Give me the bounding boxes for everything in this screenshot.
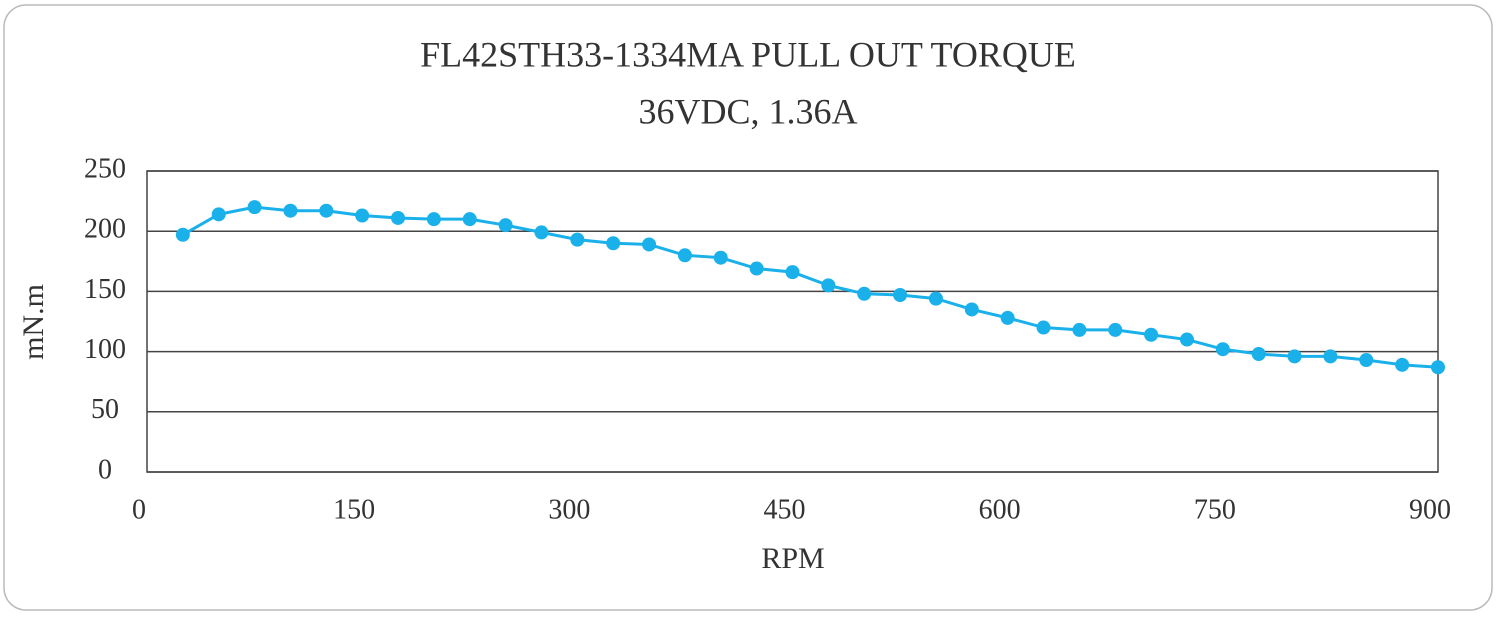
data-point [391, 210, 406, 225]
data-point [785, 265, 800, 280]
data-point [964, 302, 979, 317]
data-point [1215, 342, 1230, 357]
chart-title: FL42STH33-1334MA PULL OUT TORQUE [420, 34, 1076, 74]
x-tick-label: 150 [333, 494, 375, 525]
data-point [1036, 320, 1051, 335]
data-point [1323, 349, 1338, 364]
x-tick-label: 750 [1194, 494, 1236, 525]
data-point [283, 203, 298, 218]
data-point [713, 250, 728, 265]
data-point [893, 288, 908, 303]
data-point [1287, 349, 1302, 364]
chart-frame [3, 4, 1493, 611]
y-tick-label: 200 [84, 214, 126, 245]
x-axis-label: RPM [761, 542, 824, 575]
data-point [462, 212, 477, 227]
y-tick-label: 250 [84, 153, 126, 184]
data-point [642, 237, 657, 252]
data-point [175, 227, 190, 242]
data-point [211, 207, 226, 222]
y-tick-label: 50 [91, 394, 119, 425]
data-point [821, 278, 836, 293]
y-tick-label: 100 [84, 334, 126, 365]
data-point [1072, 322, 1087, 337]
data-point [1000, 310, 1015, 325]
y-tick-label: 150 [84, 274, 126, 305]
data-point [857, 286, 872, 301]
x-tick-label: 450 [764, 494, 806, 525]
data-point [606, 236, 621, 251]
data-point [1359, 353, 1374, 368]
data-point [1431, 360, 1445, 375]
data-point [1108, 322, 1123, 337]
x-tick-label: 0 [132, 494, 146, 525]
y-axis-label: mN.m [17, 284, 50, 360]
x-tick-label: 600 [979, 494, 1021, 525]
data-point [247, 200, 262, 215]
data-point [355, 208, 370, 223]
data-point [1395, 357, 1410, 372]
x-tick-label: 300 [548, 494, 590, 525]
data-point [1251, 347, 1266, 362]
data-point [319, 203, 334, 218]
x-tick-label: 900 [1409, 494, 1451, 525]
data-point [677, 248, 692, 263]
data-point [426, 212, 441, 227]
data-point [928, 291, 943, 306]
data-point [1144, 327, 1159, 342]
data-point [570, 232, 585, 247]
data-point [749, 261, 764, 276]
data-point [1179, 332, 1194, 347]
y-tick-label: 0 [98, 454, 112, 485]
plot-border [146, 170, 1439, 473]
data-point [498, 218, 513, 233]
chart-subtitle: 36VDC, 1.36A [638, 91, 857, 131]
data-point [534, 225, 549, 240]
